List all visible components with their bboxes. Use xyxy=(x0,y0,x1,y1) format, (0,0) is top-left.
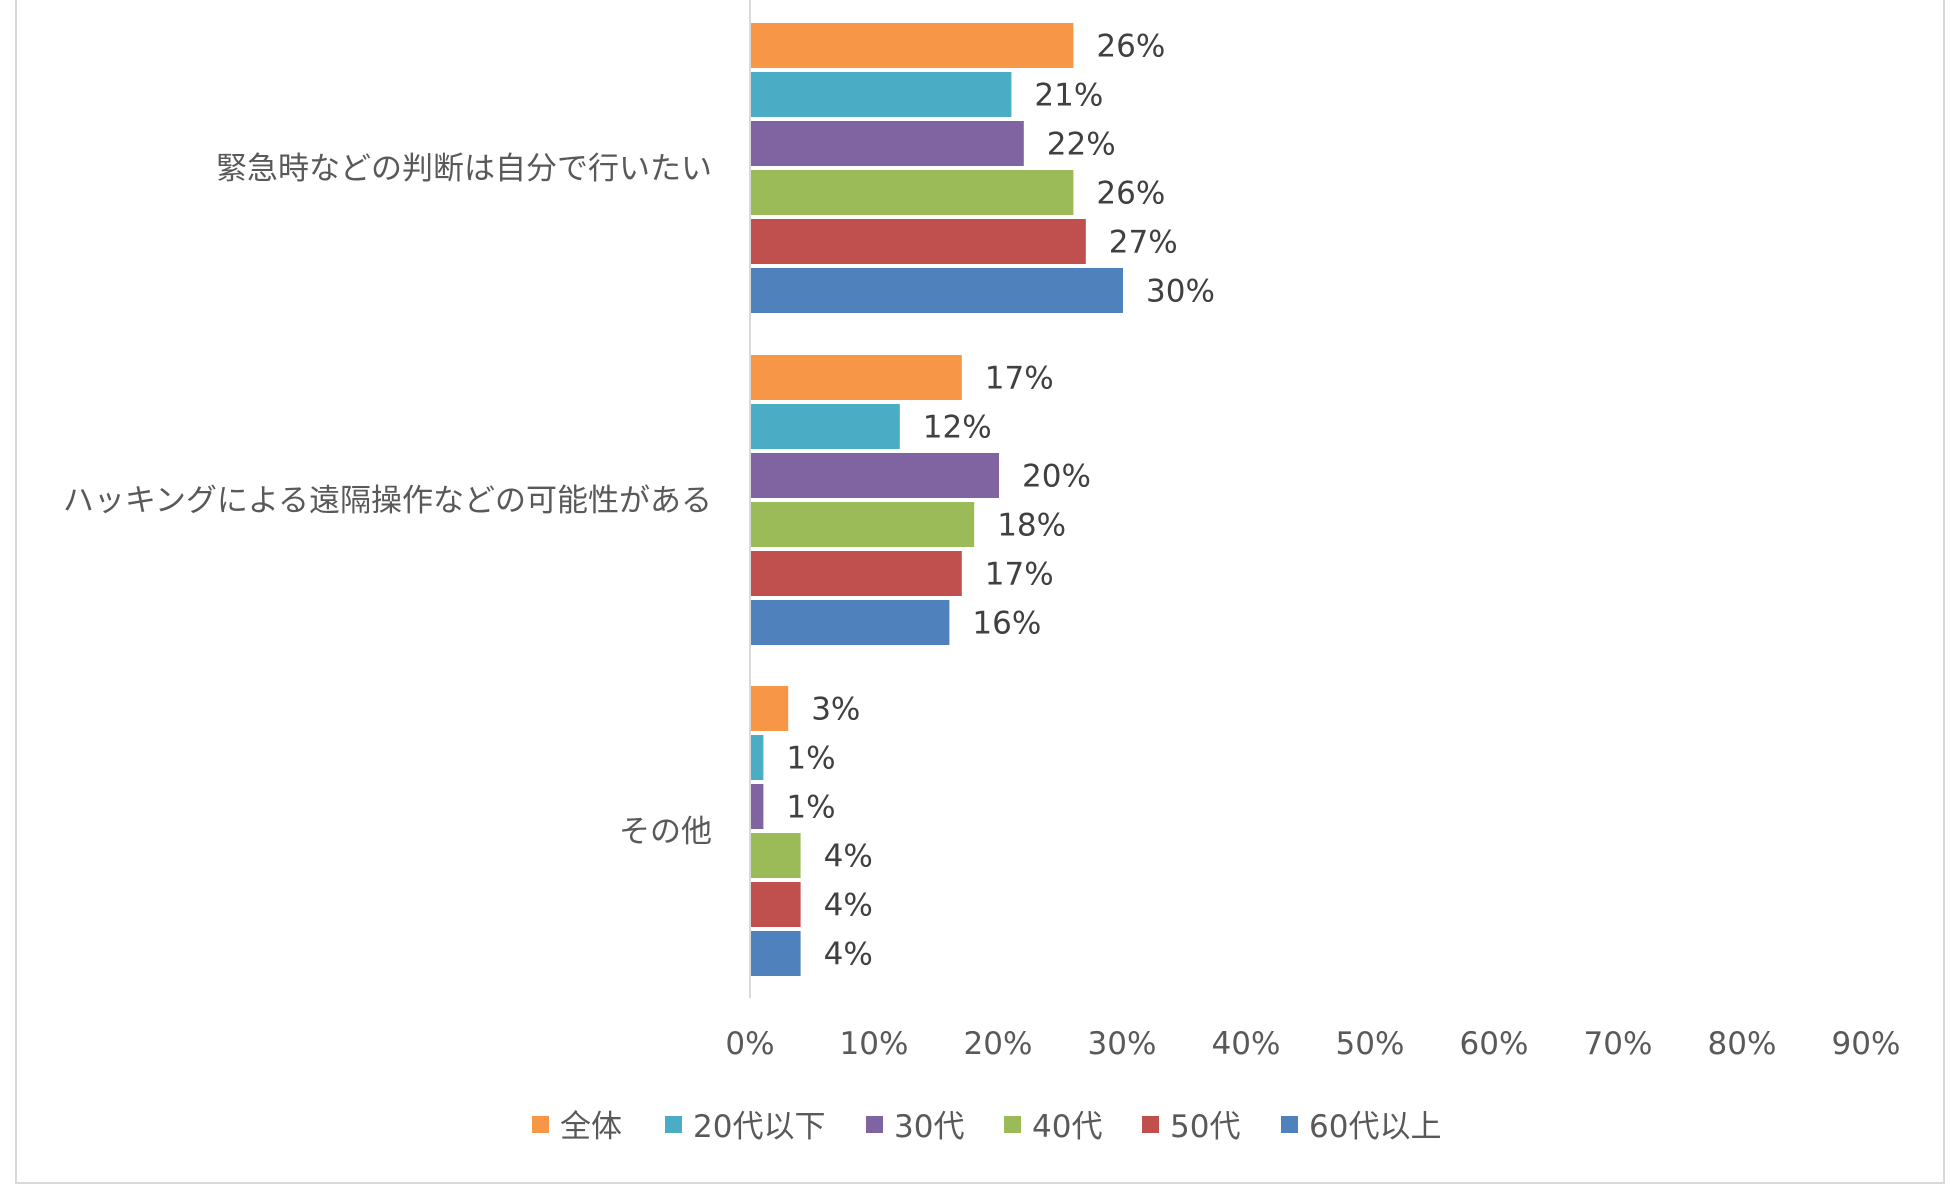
bar-3-3 xyxy=(751,784,764,829)
data-label: 3% xyxy=(811,692,860,728)
category-label: ハッキングによる遠隔操作などの可能性がある xyxy=(63,483,712,519)
legend-swatch xyxy=(1004,1116,1021,1133)
bar-6-1 xyxy=(751,268,1123,313)
x-tick-label: 40% xyxy=(1212,1026,1281,1062)
bar-5-2 xyxy=(751,551,962,596)
x-tick-label: 50% xyxy=(1336,1026,1405,1062)
x-tick-label: 10% xyxy=(840,1026,909,1062)
x-tick-label: 30% xyxy=(1088,1026,1157,1062)
data-label: 1% xyxy=(786,790,835,826)
x-tick-label: 90% xyxy=(1832,1026,1901,1062)
bar-4-3 xyxy=(751,833,801,878)
legend-swatch xyxy=(665,1116,682,1133)
data-label: 12% xyxy=(923,410,992,446)
data-label: 4% xyxy=(824,937,873,973)
bar-2-1 xyxy=(751,72,1012,117)
data-label: 1% xyxy=(786,741,835,777)
legend-label: 全体 xyxy=(560,1109,622,1145)
bar-3-2 xyxy=(751,453,999,498)
legend-label: 20代以下 xyxy=(693,1109,825,1145)
bar-6-3 xyxy=(751,931,801,976)
bar-4-2 xyxy=(751,502,975,547)
legend-label: 50代 xyxy=(1170,1109,1240,1145)
bar-4-1 xyxy=(751,170,1074,215)
data-label: 18% xyxy=(997,508,1066,544)
legend-swatch xyxy=(532,1116,549,1133)
bar-3-1 xyxy=(751,121,1024,166)
legend-label: 30代 xyxy=(894,1109,964,1145)
x-tick-label: 20% xyxy=(964,1026,1033,1062)
category-label: その他 xyxy=(619,814,712,850)
bar-5-3 xyxy=(751,882,801,927)
legend-swatch xyxy=(1142,1116,1159,1133)
data-label: 30% xyxy=(1146,274,1215,310)
legend-swatch xyxy=(866,1116,883,1133)
data-label: 21% xyxy=(1034,78,1103,114)
x-tick-label: 70% xyxy=(1584,1026,1653,1062)
data-label: 26% xyxy=(1096,176,1165,212)
bar-1-3 xyxy=(751,686,789,731)
bar-6-2 xyxy=(751,600,950,645)
data-label: 20% xyxy=(1022,459,1091,495)
legend-label: 60代以上 xyxy=(1309,1109,1441,1145)
data-label: 4% xyxy=(824,888,873,924)
data-label: 27% xyxy=(1109,225,1178,261)
x-tick-label: 60% xyxy=(1460,1026,1529,1062)
legend-swatch xyxy=(1281,1116,1298,1133)
legend-label: 40代 xyxy=(1032,1109,1102,1145)
x-tick-label: 80% xyxy=(1708,1026,1777,1062)
category-label: 緊急時などの判断は自分で行いたい xyxy=(216,151,712,187)
data-label: 22% xyxy=(1047,127,1116,163)
bar-1-2 xyxy=(751,355,962,400)
data-label: 17% xyxy=(985,557,1054,593)
data-label: 16% xyxy=(972,606,1041,642)
bar-1-1 xyxy=(751,23,1074,68)
bar-2-3 xyxy=(751,735,764,780)
data-label: 26% xyxy=(1096,29,1165,65)
x-tick-label: 0% xyxy=(725,1026,774,1062)
bar-5-1 xyxy=(751,219,1086,264)
bar-2-2 xyxy=(751,404,900,449)
data-label: 17% xyxy=(985,361,1054,397)
data-label: 4% xyxy=(824,839,873,875)
